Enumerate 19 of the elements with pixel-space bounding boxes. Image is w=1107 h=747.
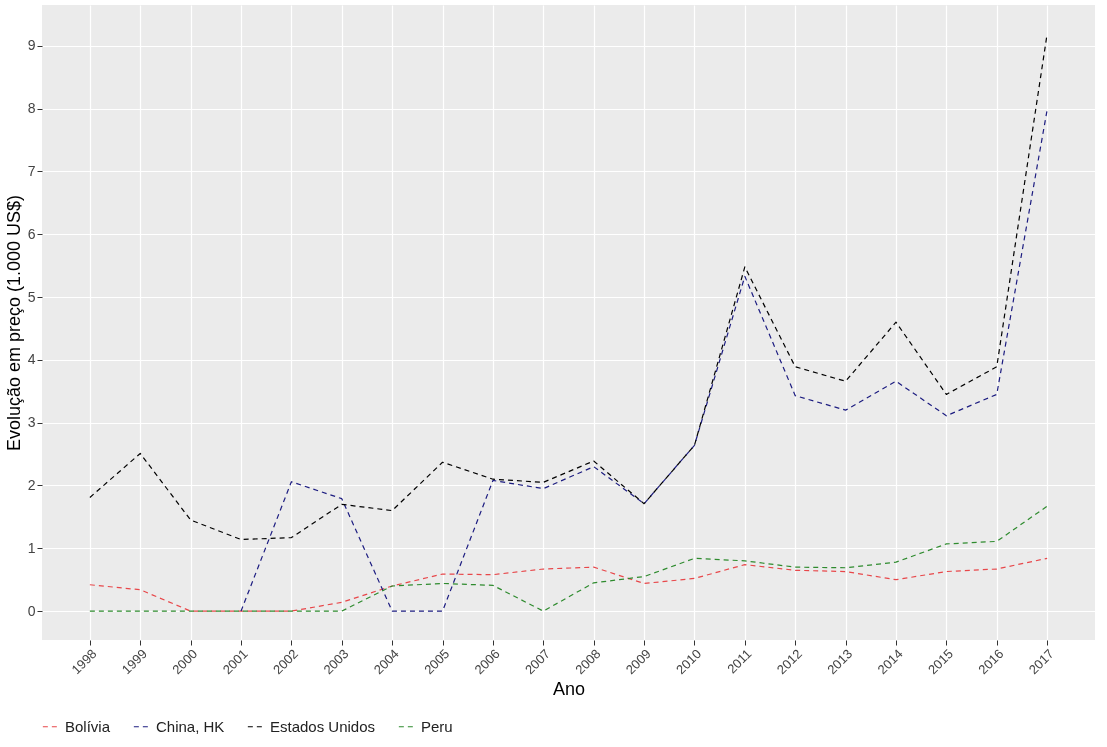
line-series xyxy=(89,505,1048,612)
legend-label: China, HK xyxy=(156,717,225,735)
legend-label: Peru xyxy=(421,717,453,735)
y-tick-label: 6 xyxy=(27,225,36,242)
y-tick-label: 9 xyxy=(27,37,36,54)
y-tick-label: 3 xyxy=(27,414,36,431)
y-tick-label: 0 xyxy=(27,602,36,619)
line-series xyxy=(240,109,1048,612)
legend-label: Estados Unidos xyxy=(270,717,376,735)
y-tick-label: 4 xyxy=(27,351,36,368)
legend-label: Bolívia xyxy=(65,717,111,735)
y-tick-label: 8 xyxy=(27,100,36,117)
y-tick-label: 5 xyxy=(27,288,36,305)
line-series xyxy=(89,557,1048,612)
y-tick-label: 7 xyxy=(27,162,36,179)
y-tick-label: 2 xyxy=(27,476,36,493)
y-axis-title: Evolução em preço (1.000 US$) xyxy=(3,194,24,452)
x-axis-title: Ano xyxy=(552,679,586,700)
y-tick-label: 1 xyxy=(27,539,36,556)
